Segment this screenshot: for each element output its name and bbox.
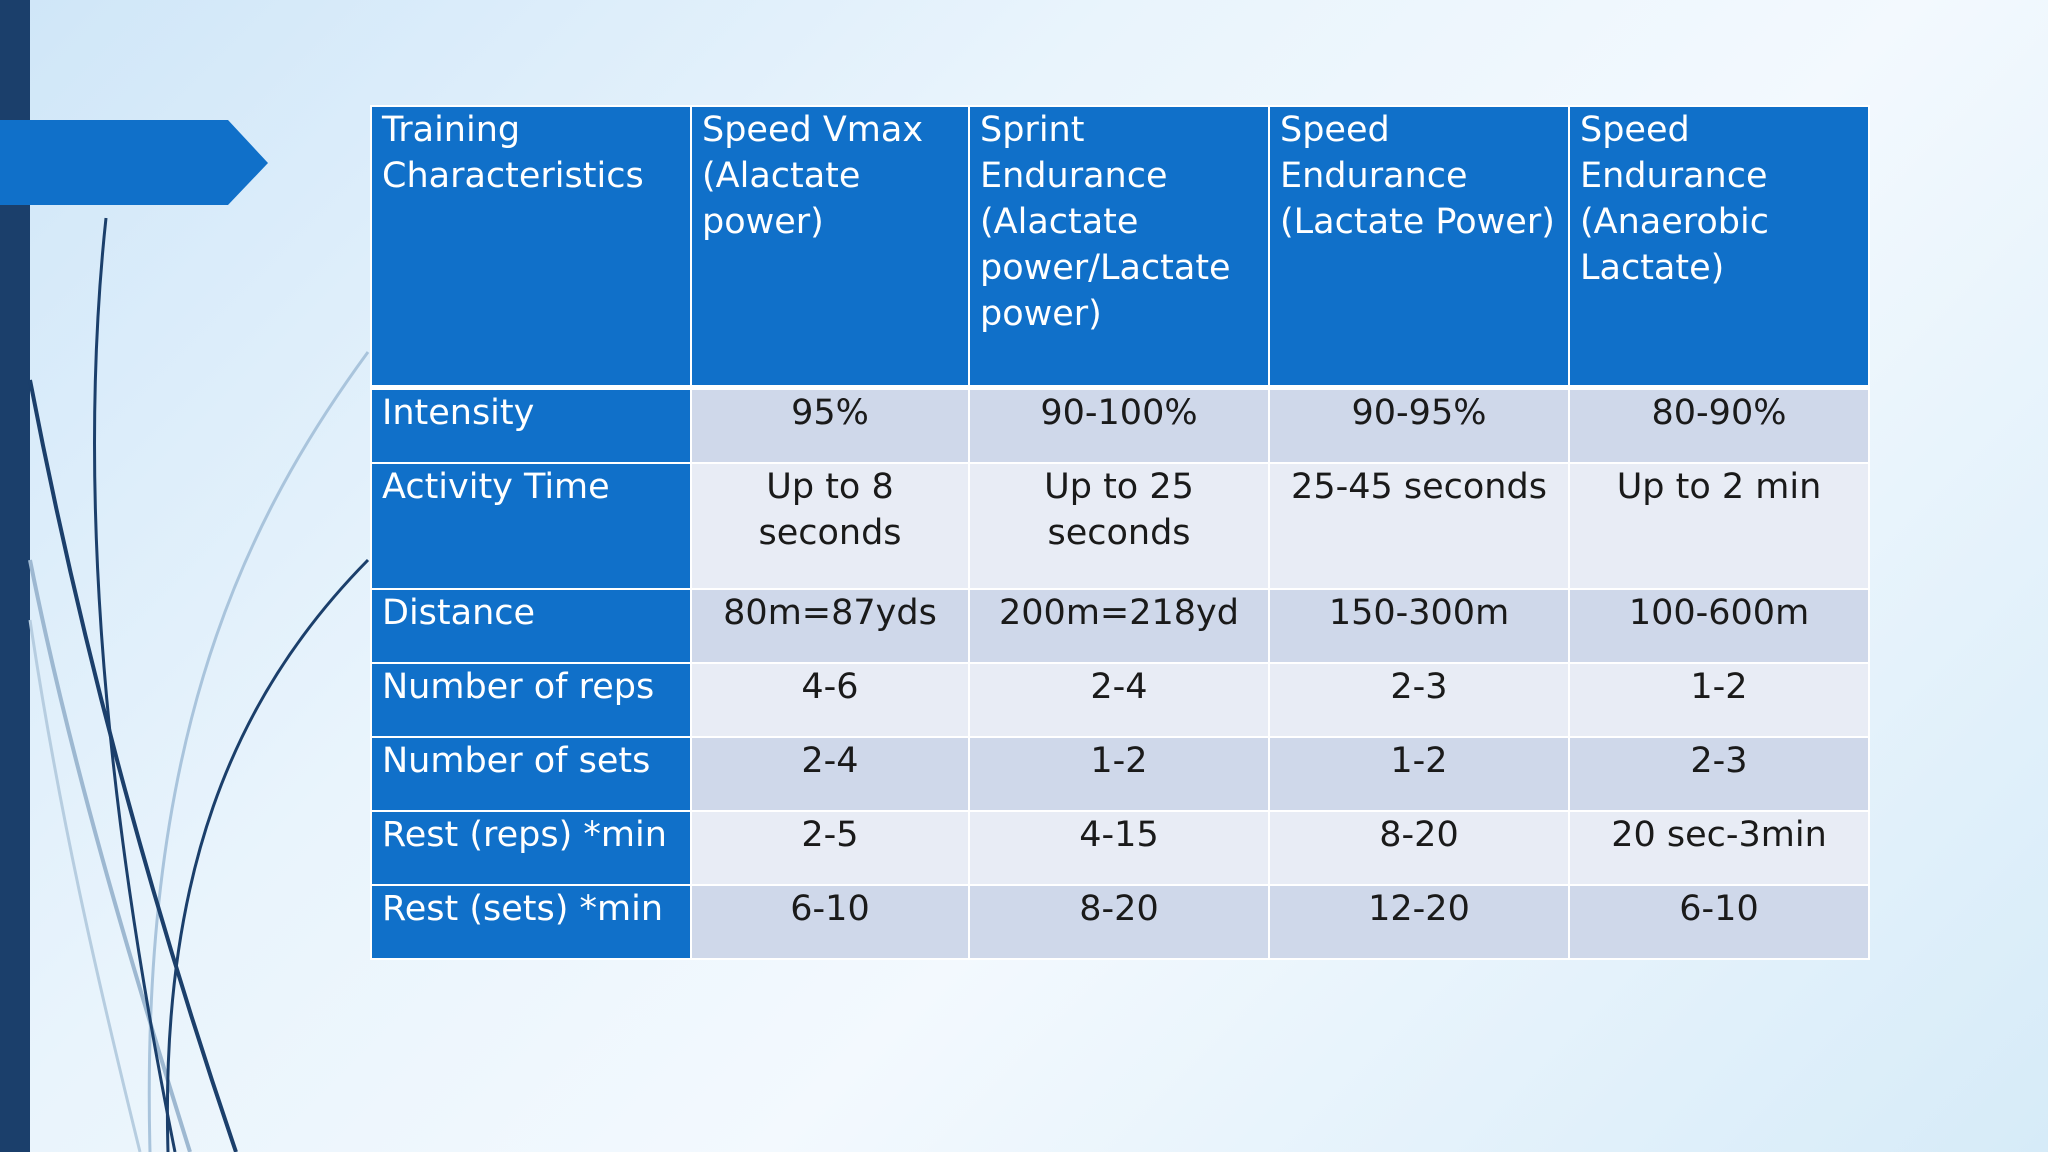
table-cell: 4-15 — [968, 810, 1270, 886]
training-characteristics-table: Training Characteristics Speed Vmax (Ala… — [370, 105, 1870, 960]
table-row: Distance 80m=87yds 200m=218yd 150-300m 1… — [370, 588, 1870, 664]
table-cell: 6-10 — [1568, 884, 1870, 960]
table-cell: 8-20 — [968, 884, 1270, 960]
table-cell: 1-2 — [1268, 736, 1570, 812]
table-row: Rest (sets) *min 6-10 8-20 12-20 6-10 — [370, 884, 1870, 960]
table-cell: Up to 2 min — [1568, 462, 1870, 590]
decor-curve-light-3 — [28, 619, 142, 1152]
table-cell: 200m=218yd — [968, 588, 1270, 664]
decor-curve-light-1 — [147, 351, 370, 1152]
row-label-distance: Distance — [370, 588, 692, 664]
table-cell: Up to 8 seconds — [690, 462, 970, 590]
table-cell: 20 sec-3min — [1568, 810, 1870, 886]
table-row: Number of reps 4-6 2-4 2-3 1-2 — [370, 662, 1870, 738]
table-cell: 6-10 — [690, 884, 970, 960]
table-cell: 80-90% — [1568, 386, 1870, 464]
table-row: Intensity 95% 90-100% 90-95% 80-90% — [370, 386, 1870, 464]
decor-curve-light-2 — [28, 559, 192, 1152]
table-cell: 2-4 — [690, 736, 970, 812]
table-cell: 95% — [690, 386, 970, 464]
row-label-intensity: Intensity — [370, 386, 692, 464]
row-label-rest-sets: Rest (sets) *min — [370, 884, 692, 960]
arrow-banner — [0, 120, 268, 205]
table-row: Rest (reps) *min 2-5 4-15 8-20 20 sec-3m… — [370, 810, 1870, 886]
table-cell: 2-3 — [1268, 662, 1570, 738]
table-cell: 100-600m — [1568, 588, 1870, 664]
row-label-number-of-sets: Number of sets — [370, 736, 692, 812]
header-speed-vmax: Speed Vmax (Alactate power) — [690, 105, 970, 390]
table-cell: 2-4 — [968, 662, 1270, 738]
table-cell: 1-2 — [1568, 662, 1870, 738]
table-cell: 90-100% — [968, 386, 1270, 464]
header-sprint-endurance: Sprint Endurance (Alactate power/Lactate… — [968, 105, 1270, 390]
table-cell: 2-3 — [1568, 736, 1870, 812]
table-cell: 8-20 — [1268, 810, 1570, 886]
table-row: Number of sets 2-4 1-2 1-2 2-3 — [370, 736, 1870, 812]
table-cell: 150-300m — [1268, 588, 1570, 664]
row-label-number-of-reps: Number of reps — [370, 662, 692, 738]
row-label-rest-reps: Rest (reps) *min — [370, 810, 692, 886]
row-label-activity-time: Activity Time — [370, 462, 692, 590]
header-training-characteristics: Training Characteristics — [370, 105, 692, 390]
table-cell: 1-2 — [968, 736, 1270, 812]
header-speed-endurance-anaerobic-lactate: Speed Endurance (Anaerobic Lactate) — [1568, 105, 1870, 390]
table-cell: 4-6 — [690, 662, 970, 738]
table-cell: 2-5 — [690, 810, 970, 886]
decor-curve-navy-1 — [92, 217, 177, 1152]
table-header-row: Training Characteristics Speed Vmax (Ala… — [370, 105, 1870, 390]
table-row: Activity Time Up to 8 seconds Up to 25 s… — [370, 462, 1870, 590]
table-cell: Up to 25 seconds — [968, 462, 1270, 590]
table-cell: 90-95% — [1268, 386, 1570, 464]
decor-curve-navy-3 — [165, 558, 370, 1152]
table-cell: 80m=87yds — [690, 588, 970, 664]
table-cell: 12-20 — [1268, 884, 1570, 960]
table-cell: 25-45 seconds — [1268, 462, 1570, 590]
decor-curve-navy-2 — [28, 379, 238, 1152]
header-speed-endurance-lactate-power: Speed Endurance (Lactate Power) — [1268, 105, 1570, 390]
